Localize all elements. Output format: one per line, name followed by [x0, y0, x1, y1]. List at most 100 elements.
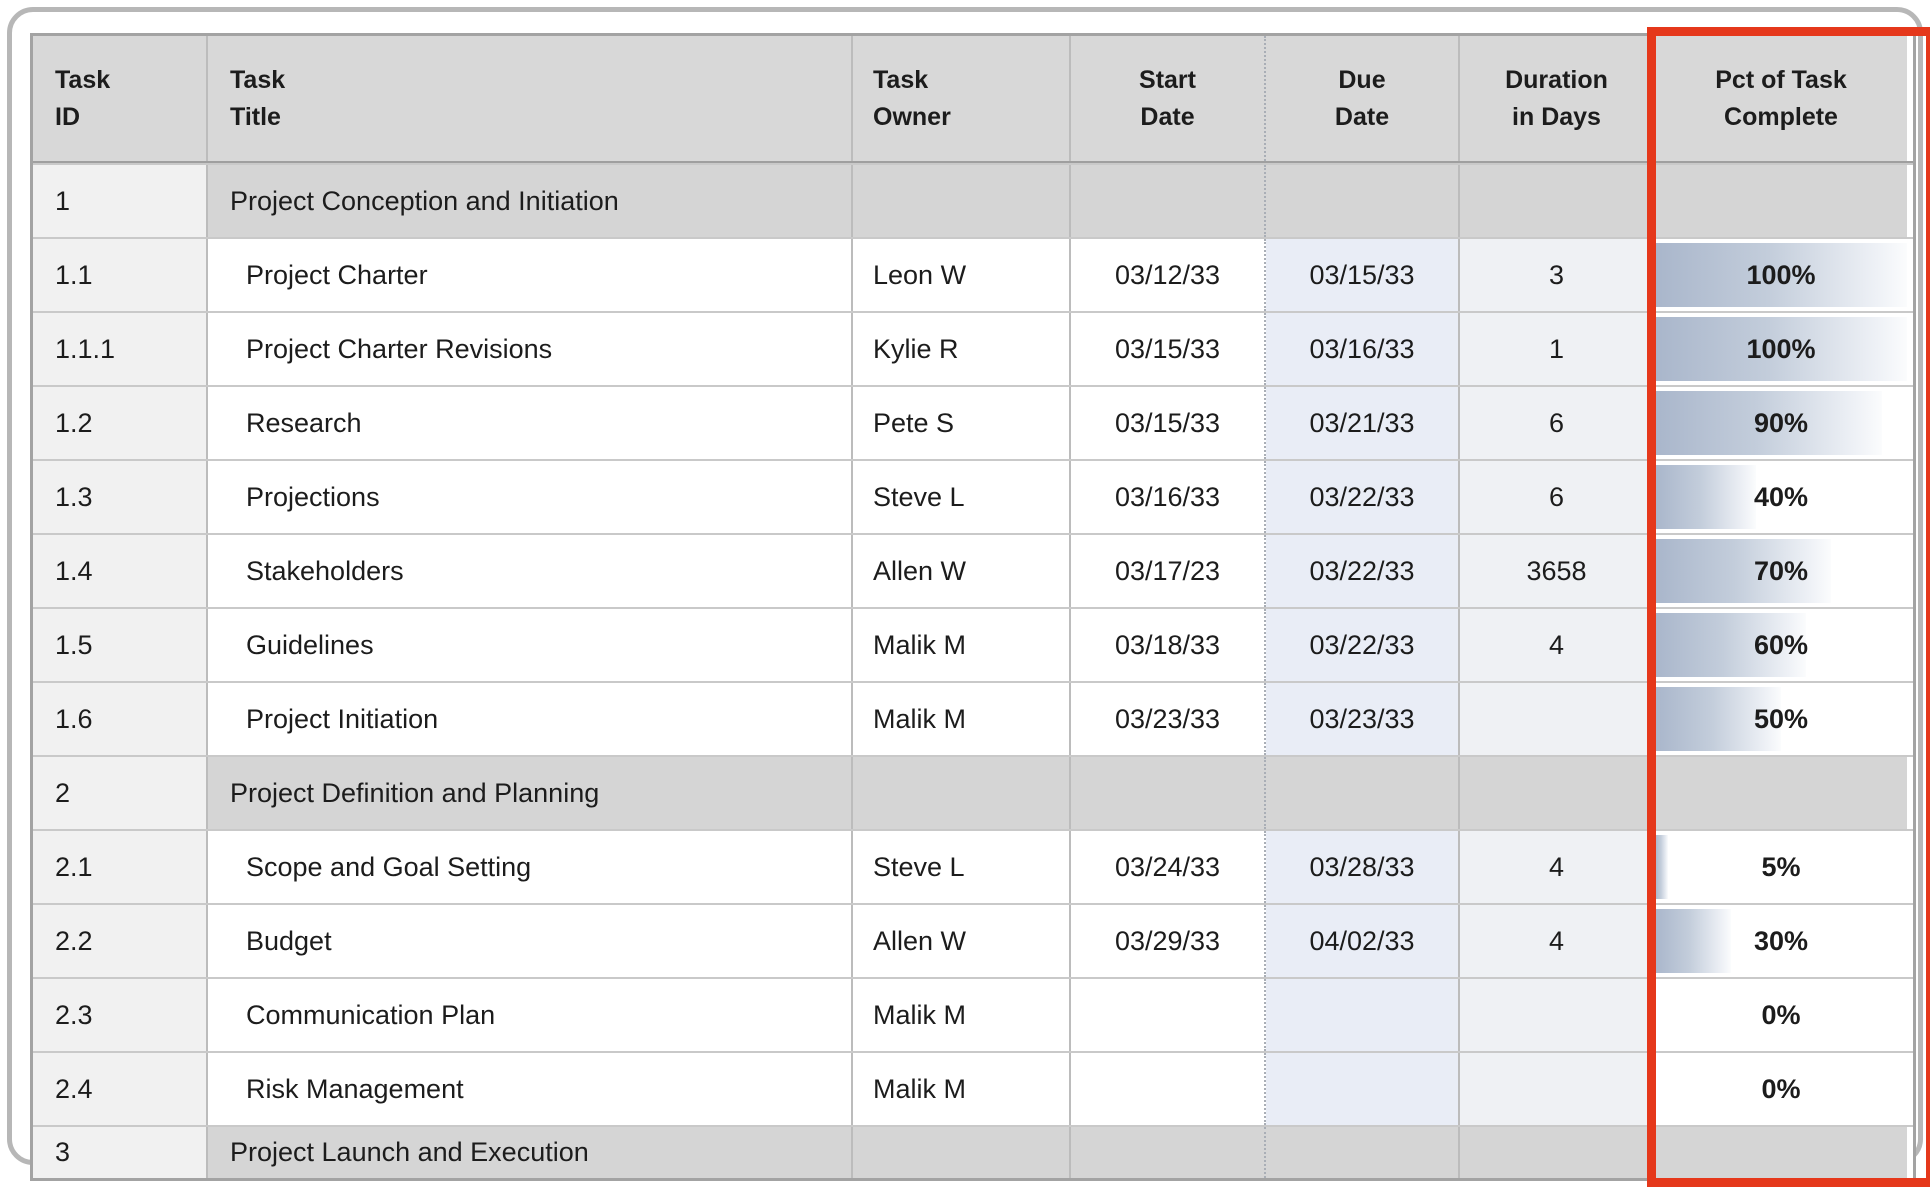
due-date-cell[interactable]: 03/16/33: [1266, 313, 1460, 385]
duration-cell[interactable]: [1460, 165, 1655, 237]
start-date-cell[interactable]: 03/12/33: [1071, 239, 1266, 311]
task-title-cell[interactable]: Project Charter: [208, 239, 853, 311]
duration-cell[interactable]: 6: [1460, 387, 1655, 459]
task-owner-cell[interactable]: [853, 1127, 1071, 1178]
pct-complete-cell[interactable]: [1655, 757, 1907, 829]
start-date-cell[interactable]: 03/15/33: [1071, 387, 1266, 459]
task-id-cell[interactable]: 2.2: [33, 905, 208, 977]
task-title-cell[interactable]: Guidelines: [208, 609, 853, 681]
column-header-task-owner[interactable]: Task Owner: [853, 36, 1071, 161]
pct-complete-cell[interactable]: [1655, 1127, 1907, 1178]
task-id-cell[interactable]: 3: [33, 1127, 208, 1178]
task-owner-cell[interactable]: Leon W: [853, 239, 1071, 311]
duration-cell[interactable]: [1460, 683, 1655, 755]
duration-cell[interactable]: [1460, 1127, 1655, 1178]
start-date-cell[interactable]: 03/17/23: [1071, 535, 1266, 607]
start-date-cell[interactable]: 03/15/33: [1071, 313, 1266, 385]
column-header-due-date[interactable]: Due Date: [1266, 36, 1460, 161]
task-title-cell[interactable]: Stakeholders: [208, 535, 853, 607]
duration-cell[interactable]: 1: [1460, 313, 1655, 385]
pct-complete-cell[interactable]: 70%: [1655, 535, 1907, 607]
task-title-cell[interactable]: Project Definition and Planning: [208, 757, 853, 829]
task-owner-cell[interactable]: Pete S: [853, 387, 1071, 459]
pct-complete-cell[interactable]: [1655, 165, 1907, 237]
due-date-cell[interactable]: 03/21/33: [1266, 387, 1460, 459]
pct-complete-cell[interactable]: 5%: [1655, 831, 1907, 903]
due-date-cell[interactable]: 03/15/33: [1266, 239, 1460, 311]
task-id-cell[interactable]: 1.4: [33, 535, 208, 607]
due-date-cell[interactable]: [1266, 165, 1460, 237]
due-date-cell[interactable]: [1266, 979, 1460, 1051]
due-date-cell[interactable]: 03/22/33: [1266, 461, 1460, 533]
due-date-cell[interactable]: [1266, 1053, 1460, 1125]
task-title-cell[interactable]: Project Launch and Execution: [208, 1127, 853, 1178]
task-id-cell[interactable]: 2: [33, 757, 208, 829]
task-title-cell[interactable]: Research: [208, 387, 853, 459]
duration-cell[interactable]: 6: [1460, 461, 1655, 533]
column-header-task-title[interactable]: Task Title: [208, 36, 853, 161]
column-header-task-id[interactable]: Task ID: [33, 36, 208, 161]
start-date-cell[interactable]: [1071, 1053, 1266, 1125]
duration-cell[interactable]: [1460, 757, 1655, 829]
start-date-cell[interactable]: [1071, 165, 1266, 237]
duration-cell[interactable]: [1460, 1053, 1655, 1125]
due-date-cell[interactable]: 03/22/33: [1266, 535, 1460, 607]
start-date-cell[interactable]: [1071, 979, 1266, 1051]
start-date-cell[interactable]: 03/24/33: [1071, 831, 1266, 903]
task-id-cell[interactable]: 1.1.1: [33, 313, 208, 385]
duration-cell[interactable]: 3658: [1460, 535, 1655, 607]
task-id-cell[interactable]: 1.3: [33, 461, 208, 533]
duration-cell[interactable]: 4: [1460, 609, 1655, 681]
task-title-cell[interactable]: Project Conception and Initiation: [208, 165, 853, 237]
start-date-cell[interactable]: 03/18/33: [1071, 609, 1266, 681]
task-title-cell[interactable]: Budget: [208, 905, 853, 977]
pct-complete-cell[interactable]: 100%: [1655, 239, 1907, 311]
column-header-pct-complete[interactable]: Pct of Task Complete: [1655, 36, 1907, 161]
column-header-duration[interactable]: Duration in Days: [1460, 36, 1655, 161]
task-owner-cell[interactable]: Steve L: [853, 831, 1071, 903]
task-owner-cell[interactable]: [853, 757, 1071, 829]
pct-complete-cell[interactable]: 60%: [1655, 609, 1907, 681]
due-date-cell[interactable]: [1266, 757, 1460, 829]
duration-cell[interactable]: 4: [1460, 831, 1655, 903]
due-date-cell[interactable]: 03/28/33: [1266, 831, 1460, 903]
pct-complete-cell[interactable]: 30%: [1655, 905, 1907, 977]
pct-complete-cell[interactable]: 100%: [1655, 313, 1907, 385]
due-date-cell[interactable]: [1266, 1127, 1460, 1178]
task-owner-cell[interactable]: Malik M: [853, 683, 1071, 755]
start-date-cell[interactable]: 03/16/33: [1071, 461, 1266, 533]
task-owner-cell[interactable]: Malik M: [853, 609, 1071, 681]
pct-complete-cell[interactable]: 0%: [1655, 979, 1907, 1051]
task-id-cell[interactable]: 2.1: [33, 831, 208, 903]
due-date-cell[interactable]: 04/02/33: [1266, 905, 1460, 977]
task-owner-cell[interactable]: Malik M: [853, 979, 1071, 1051]
task-owner-cell[interactable]: Malik M: [853, 1053, 1071, 1125]
task-title-cell[interactable]: Scope and Goal Setting: [208, 831, 853, 903]
due-date-cell[interactable]: 03/22/33: [1266, 609, 1460, 681]
pct-complete-cell[interactable]: 0%: [1655, 1053, 1907, 1125]
task-title-cell[interactable]: Project Initiation: [208, 683, 853, 755]
start-date-cell[interactable]: 03/29/33: [1071, 905, 1266, 977]
start-date-cell[interactable]: [1071, 757, 1266, 829]
duration-cell[interactable]: 4: [1460, 905, 1655, 977]
task-title-cell[interactable]: Communication Plan: [208, 979, 853, 1051]
task-title-cell[interactable]: Risk Management: [208, 1053, 853, 1125]
start-date-cell[interactable]: 03/23/33: [1071, 683, 1266, 755]
task-id-cell[interactable]: 2.4: [33, 1053, 208, 1125]
duration-cell[interactable]: [1460, 979, 1655, 1051]
task-id-cell[interactable]: 1.2: [33, 387, 208, 459]
task-owner-cell[interactable]: Allen W: [853, 535, 1071, 607]
task-owner-cell[interactable]: [853, 165, 1071, 237]
task-title-cell[interactable]: Project Charter Revisions: [208, 313, 853, 385]
task-title-cell[interactable]: Projections: [208, 461, 853, 533]
pct-complete-cell[interactable]: 90%: [1655, 387, 1907, 459]
pct-complete-cell[interactable]: 50%: [1655, 683, 1907, 755]
task-owner-cell[interactable]: Allen W: [853, 905, 1071, 977]
start-date-cell[interactable]: [1071, 1127, 1266, 1178]
due-date-cell[interactable]: 03/23/33: [1266, 683, 1460, 755]
task-id-cell[interactable]: 1: [33, 165, 208, 237]
task-owner-cell[interactable]: Steve L: [853, 461, 1071, 533]
duration-cell[interactable]: 3: [1460, 239, 1655, 311]
pct-complete-cell[interactable]: 40%: [1655, 461, 1907, 533]
column-header-start-date[interactable]: Start Date: [1071, 36, 1266, 161]
